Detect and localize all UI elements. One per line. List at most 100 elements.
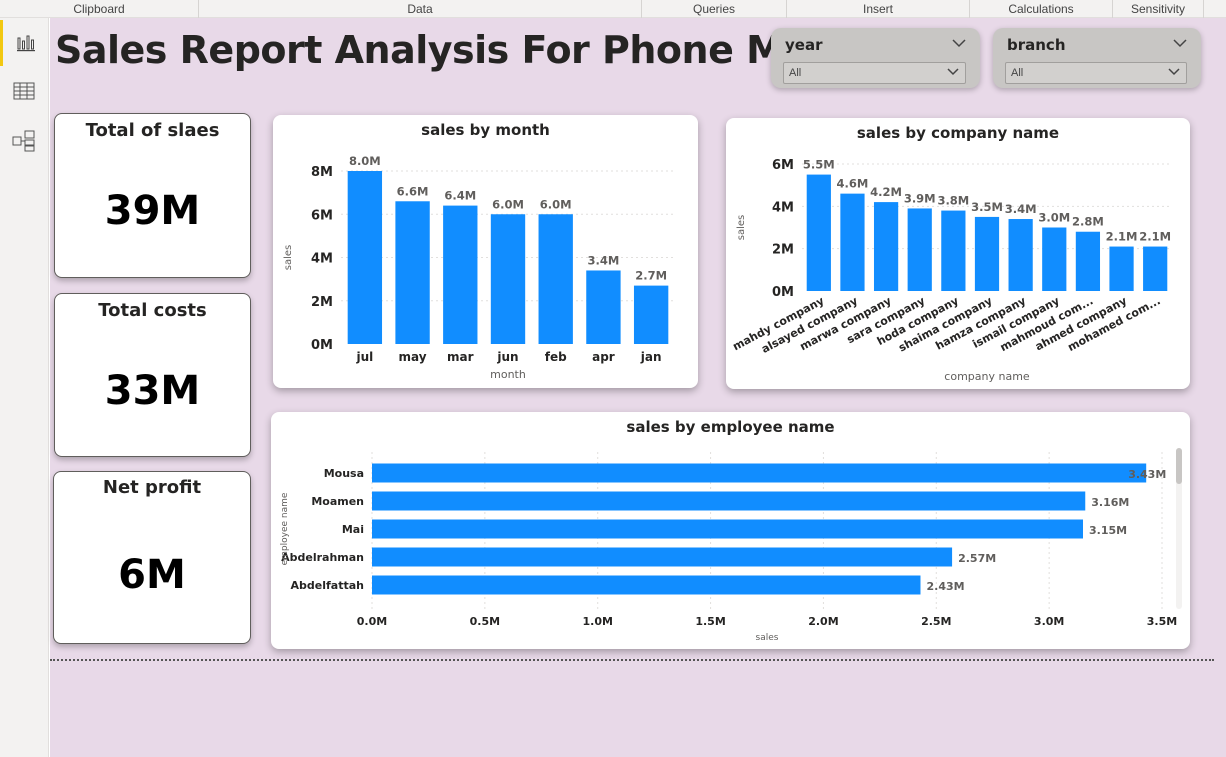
model-view-button[interactable]	[0, 118, 48, 164]
x-axis-title: company name	[944, 370, 1030, 383]
data-label: 2.8M	[1072, 215, 1104, 229]
year-slicer-dropdown[interactable]: All	[783, 62, 966, 84]
x-tick-label: may	[399, 350, 427, 364]
y-tick-label: Abdelrahman	[281, 551, 364, 564]
bar	[633, 285, 669, 344]
table-icon	[13, 82, 35, 100]
sales-by-month-chart[interactable]: sales by month 0M 2M 4M 6M 8M 8.0M jul 6.6M may 6…	[273, 115, 698, 388]
x-tick-label: 0.0M	[357, 615, 387, 628]
year-slicer-value: All	[789, 67, 802, 79]
data-label: 2.43M	[926, 580, 964, 593]
x-tick-label: 1.5M	[695, 615, 725, 628]
year-slicer[interactable]: year All	[771, 28, 980, 88]
bar	[586, 270, 621, 344]
bar	[806, 174, 831, 291]
bar	[873, 202, 899, 291]
page-boundary-line	[50, 659, 1214, 661]
branch-slicer-value: All	[1011, 67, 1024, 79]
y-tick-label: 0M	[772, 285, 794, 300]
chart-title: sales by company name	[856, 124, 1060, 142]
x-tick-label: mar	[447, 350, 474, 364]
x-tick-label: jun	[496, 350, 518, 364]
bar	[907, 208, 932, 291]
total-costs-label: Total costs	[98, 300, 207, 321]
ribbon-group-insert: Insert	[787, 0, 970, 18]
x-tick-label: 3.0M	[1034, 615, 1064, 628]
x-tick-label: 0.5M	[470, 615, 500, 628]
x-tick-label: apr	[592, 350, 615, 364]
data-label: 2.57M	[958, 552, 996, 565]
chevron-down-icon[interactable]	[952, 39, 966, 48]
y-axis-title: employee name	[280, 492, 290, 565]
bar	[538, 214, 573, 344]
sales-by-company-chart[interactable]: sales by company name 0M 2M 4M 6M 5.5M mahdy …	[726, 118, 1190, 389]
total-sales-label: Total of slaes	[85, 120, 220, 141]
branch-slicer-label: branch	[1007, 36, 1066, 54]
data-label: 2.1M	[1106, 230, 1138, 244]
data-label: 3.0M	[1038, 211, 1070, 225]
data-label: 8.0M	[349, 154, 381, 168]
bar	[941, 210, 966, 291]
ribbon-group-clipboard: Clipboard	[0, 0, 199, 18]
y-tick-label: 0M	[311, 338, 333, 353]
chevron-down-icon	[1168, 68, 1180, 76]
bar	[347, 171, 383, 344]
bar	[443, 205, 478, 344]
branch-slicer[interactable]: branch All	[993, 28, 1201, 88]
data-label: 2.7M	[635, 269, 667, 283]
ribbon-group-data: Data	[199, 0, 642, 18]
ribbon: Clipboard Data Queries Insert Calculations Se…	[0, 0, 1226, 18]
bar	[1008, 219, 1033, 291]
data-label: 5.5M	[803, 158, 835, 172]
chart-title: sales by month	[421, 121, 550, 139]
bar	[840, 193, 865, 291]
y-tick-label: Abdelfattah	[291, 579, 364, 592]
total-sales-card[interactable]: Total of slaes 39M	[54, 113, 251, 278]
bar	[372, 519, 1083, 539]
total-costs-card[interactable]: Total costs 33M	[54, 293, 251, 457]
ribbon-group-queries: Queries	[642, 0, 787, 18]
scrollbar-track	[1176, 448, 1182, 609]
bar	[372, 547, 953, 567]
x-tick-label: feb	[545, 350, 567, 364]
data-label: 3.43M	[1128, 468, 1166, 481]
data-label: 4.6M	[837, 177, 869, 191]
view-navigation	[0, 18, 49, 757]
chevron-down-icon[interactable]	[1173, 39, 1187, 48]
x-tick-label: 2.5M	[921, 615, 951, 628]
x-axis-title: sales	[756, 633, 779, 643]
total-costs-value: 33M	[104, 368, 201, 414]
x-tick-label: 1.0M	[582, 615, 612, 628]
bar	[974, 216, 1000, 291]
scrollbar-thumb[interactable]	[1176, 448, 1182, 484]
report-view-button[interactable]	[0, 20, 48, 66]
bar-chart-icon	[16, 35, 35, 52]
data-label: 3.8M	[937, 194, 969, 208]
data-label: 6.6M	[397, 184, 429, 198]
data-label: 3.4M	[588, 253, 620, 267]
data-label: 3.16M	[1091, 496, 1129, 509]
y-tick-label: Mai	[342, 523, 364, 536]
bar	[1143, 246, 1168, 291]
data-label: 3.9M	[904, 191, 936, 205]
data-view-button[interactable]	[0, 68, 48, 114]
x-tick-label: jul	[355, 350, 373, 364]
chart-title: sales by employee name	[626, 418, 835, 436]
data-label: 3.5M	[971, 200, 1003, 214]
bar	[1075, 231, 1101, 291]
data-label: 3.4M	[1005, 202, 1037, 216]
bar	[1109, 246, 1134, 291]
sales-by-employee-chart[interactable]: sales by employee name 0.0M 0.5M 1.0M 1.5M 2…	[271, 412, 1190, 649]
data-label: 2.1M	[1139, 230, 1171, 244]
y-tick-label: 4M	[772, 200, 794, 215]
y-tick-label: Moamen	[311, 495, 364, 508]
y-tick-label: 8M	[311, 165, 333, 180]
branch-slicer-dropdown[interactable]: All	[1005, 62, 1187, 84]
net-profit-card[interactable]: Net profit 6M	[53, 471, 251, 644]
y-tick-label: 6M	[772, 158, 794, 173]
total-sales-value: 39M	[104, 188, 201, 234]
net-profit-value: 6M	[118, 552, 186, 598]
data-label: 6.0M	[540, 197, 572, 211]
report-title: Sales Report Analysis For Phone Market	[55, 28, 894, 72]
